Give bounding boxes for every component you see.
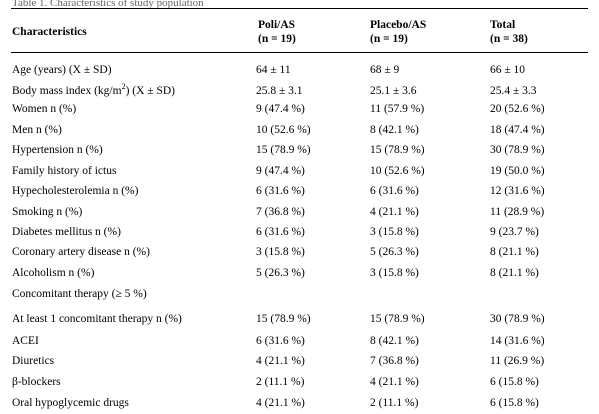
header-total: Total (n = 38) (490, 18, 528, 46)
placebo-value: 7 (36.8 %) (370, 355, 419, 367)
row-label: Men n (%) (12, 124, 62, 136)
poli-value: 5 (26.3 %) (256, 267, 305, 279)
placebo-value: 8 (42.1 %) (370, 335, 419, 347)
total-value: 12 (31.6 %) (490, 185, 545, 197)
row-label: Alcoholism n (%) (12, 267, 95, 279)
row-label: Diuretics (12, 355, 55, 367)
poli-value: 4 (21.1 %) (256, 397, 305, 409)
table-caption: Table 1. Characteristics of study popula… (12, 0, 204, 9)
placebo-value: 4 (21.1 %) (370, 206, 419, 218)
poli-value: 15 (78.9 %) (256, 313, 311, 325)
poli-value: 2 (11.1 %) (256, 376, 305, 388)
poli-value: 10 (52.6 %) (256, 124, 311, 136)
placebo-value: 25.1 ± 3.6 (370, 85, 417, 97)
placebo-value: 6 (31.6 %) (370, 185, 419, 197)
row-label: Smoking n (%) (12, 206, 83, 218)
row-label: Coronary artery disease n (%) (12, 246, 150, 258)
poli-value: 25.8 ± 3.1 (256, 85, 303, 97)
placebo-value: 15 (78.9 %) (370, 144, 425, 156)
header-poli-name: Poli/AS (258, 19, 296, 31)
poli-value: 9 (47.4 %) (256, 165, 305, 177)
placebo-value: 11 (57.9 %) (370, 103, 425, 115)
total-value: 14 (31.6 %) (490, 335, 545, 347)
poli-value: 9 (47.4 %) (256, 103, 305, 115)
poli-value: 4 (21.1 %) (256, 355, 305, 367)
placebo-value: 4 (21.1 %) (370, 376, 419, 388)
total-value: 8 (21.1 %) (490, 246, 539, 258)
poli-value: 7 (36.8 %) (256, 206, 305, 218)
row-label: Family history of ictus (12, 165, 117, 177)
placebo-value: 10 (52.6 %) (370, 165, 425, 177)
total-value: 6 (15.8 %) (490, 397, 539, 409)
poli-value: 64 ± 11 (256, 64, 291, 76)
row-label: β-blockers (12, 376, 61, 388)
total-value: 30 (78.9 %) (490, 313, 545, 325)
poli-value: 6 (31.6 %) (256, 335, 305, 347)
total-value: 11 (26.9 %) (490, 355, 545, 367)
placebo-value: 3 (15.8 %) (370, 267, 419, 279)
header-placebo: Placebo/AS (n = 19) (370, 18, 426, 46)
top-rule (11, 8, 588, 9)
row-label-superscript: 2 (121, 82, 126, 92)
poli-value: 3 (15.8 %) (256, 246, 305, 258)
row-label: Hypecholesterolemia n (%) (12, 185, 139, 197)
row-label: Age (years) (X ± SD) (12, 64, 112, 76)
row-label: At least 1 concomitant therapy n (%) (12, 313, 182, 325)
placebo-value: 3 (15.8 %) (370, 226, 419, 238)
row-label: Diabetes mellitus n (%) (12, 226, 121, 238)
row-label: Women n (%) (12, 103, 77, 115)
row-label-text: ) (X ± SD) (125, 85, 176, 97)
total-value: 30 (78.9 %) (490, 144, 545, 156)
header-total-name: Total (490, 19, 516, 31)
poli-value: 6 (31.6 %) (256, 226, 305, 238)
row-label: Concomitant therapy (≥ 5 %) (12, 288, 147, 300)
row-label: ACEI (12, 335, 39, 347)
total-value: 9 (23.7 %) (490, 226, 539, 238)
total-value: 11 (28.9 %) (490, 206, 545, 218)
header-poli-n: (n = 19) (258, 33, 296, 45)
poli-value: 15 (78.9 %) (256, 144, 311, 156)
total-value: 20 (52.6 %) (490, 103, 545, 115)
total-value: 6 (15.8 %) (490, 376, 539, 388)
total-value: 66 ± 10 (490, 64, 526, 76)
row-label-text: Body mass index (kg/m (12, 85, 122, 97)
total-value: 19 (50.0 %) (490, 165, 545, 177)
header-poli: Poli/AS (n = 19) (258, 18, 296, 46)
placebo-value: 2 (11.1 %) (370, 397, 419, 409)
row-label: Hypertension n (%) (12, 144, 103, 156)
poli-value: 6 (31.6 %) (256, 185, 305, 197)
placebo-value: 8 (42.1 %) (370, 124, 419, 136)
row-label: Oral hypoglycemic drugs (12, 397, 129, 409)
header-placebo-n: (n = 19) (370, 33, 408, 45)
total-value: 8 (21.1 %) (490, 267, 539, 279)
header-rule (11, 52, 588, 53)
header-placebo-name: Placebo/AS (370, 19, 427, 31)
placebo-value: 68 ± 9 (370, 64, 400, 76)
row-label: Body mass index (kg/m2) (X ± SD) (12, 82, 176, 98)
total-value: 25.4 ± 3.3 (490, 85, 537, 97)
placebo-value: 5 (26.3 %) (370, 246, 419, 258)
placebo-value: 15 (78.9 %) (370, 313, 425, 325)
total-value: 18 (47.4 %) (490, 124, 545, 136)
header-total-n: (n = 38) (490, 33, 528, 45)
header-characteristics: Characteristics (12, 26, 87, 38)
